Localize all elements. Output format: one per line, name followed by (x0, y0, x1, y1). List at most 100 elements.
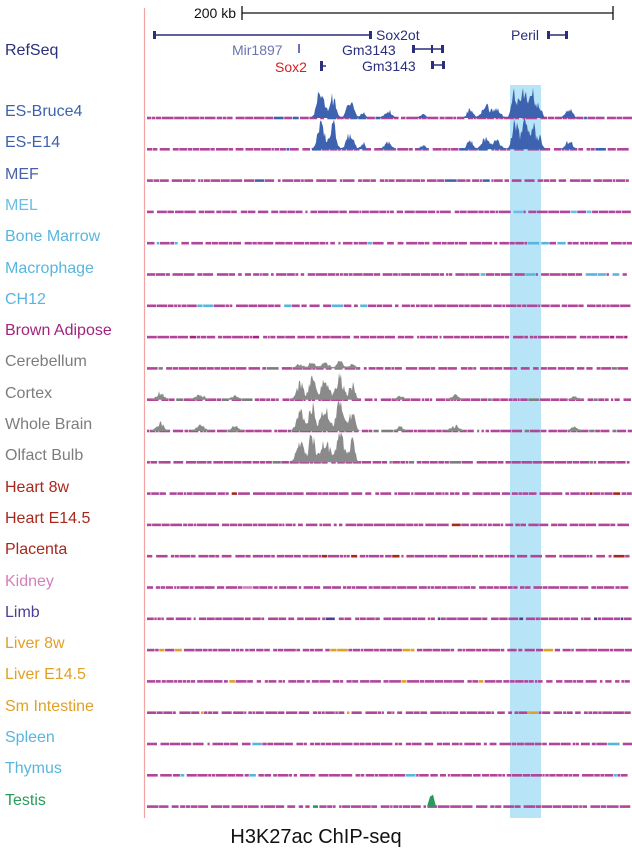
track-baseline-segment (534, 742, 542, 746)
track-baseline-segment (576, 367, 585, 370)
track-baseline-segment (393, 805, 399, 808)
track-baseline-segment (166, 617, 174, 621)
track-baseline-segment (370, 680, 381, 683)
track-label-cortex: Cortex (5, 384, 53, 402)
track-baseline-segment (194, 586, 204, 589)
track-baseline-segment (501, 492, 511, 495)
track-baseline-segment (606, 273, 609, 276)
track-baseline-segment (542, 774, 545, 777)
track-baseline-segment (584, 711, 588, 714)
track-baseline-segment (479, 367, 489, 370)
track-baseline-segment (445, 179, 457, 182)
gene-label-sox2: Sox2 (275, 59, 307, 75)
track-baseline-segment (503, 554, 510, 558)
track-label-bone-marrow: Bone Marrow (5, 228, 101, 246)
track-baseline-segment (608, 210, 615, 214)
track-label-mef: MEF (5, 165, 39, 183)
track-baseline-segment (384, 335, 395, 339)
track-baseline-segment (530, 774, 543, 777)
track-baseline-segment (528, 492, 537, 495)
track-baseline-segment (273, 648, 277, 652)
track-baseline-segment (417, 617, 426, 621)
track-baseline-segment (395, 523, 406, 527)
track-baseline-segment (160, 742, 170, 746)
track-baseline-segment (524, 241, 527, 245)
track-baseline-segment (314, 586, 321, 589)
track-baseline-segment (221, 554, 232, 558)
track-baseline-segment (254, 116, 265, 120)
track-baseline-segment (438, 461, 445, 464)
track-baseline-segment (359, 617, 366, 621)
track-baseline-segment (447, 586, 457, 589)
track-baseline-segment (318, 554, 321, 558)
track-baseline-segment (339, 680, 344, 683)
track-baseline-segment (230, 742, 238, 746)
track-baseline-segment (180, 805, 186, 808)
track-baseline-segment (478, 523, 483, 527)
track-baseline-segment (623, 116, 632, 120)
track-baseline-segment (254, 148, 261, 151)
track-baseline-segment (235, 148, 244, 151)
track-baseline-segment (206, 367, 214, 370)
track-baseline-segment (575, 648, 588, 652)
track-baseline-segment (426, 335, 432, 339)
track-baseline-segment (416, 774, 419, 777)
track-baseline-segment (472, 492, 483, 495)
track-baseline-segment (518, 711, 528, 714)
track-baseline-segment (198, 805, 209, 808)
track-baseline-segment (166, 680, 174, 683)
track-baseline-segment (198, 179, 201, 182)
track-baseline-segment (321, 554, 328, 558)
track-baseline-segment (391, 367, 395, 370)
track-baseline-segment (192, 148, 200, 151)
track-baseline-segment (264, 774, 272, 777)
track-baseline-segment (528, 210, 536, 214)
track-baseline-segment (244, 711, 247, 714)
track-baseline-segment (349, 210, 359, 214)
track-baseline-segment (374, 398, 377, 401)
track-baseline-segment (432, 241, 442, 245)
track-baseline-segment (360, 680, 370, 683)
track-baseline-segment (217, 429, 227, 433)
track-baseline-segment (157, 335, 170, 339)
track-baseline-segment (222, 617, 233, 621)
track-baseline-segment (598, 648, 610, 652)
track-baseline-segment (515, 241, 524, 245)
track-baseline-segment (467, 680, 472, 683)
track-baseline-segment (373, 429, 379, 433)
track-baseline-segment (481, 648, 488, 652)
track-baseline-segment (235, 367, 247, 370)
track-baseline-segment (361, 805, 371, 808)
track-baseline-segment (491, 711, 494, 714)
track-baseline-segment (171, 179, 183, 182)
track-baseline-segment (178, 367, 189, 370)
track-label-es-e14: ES-E14 (5, 134, 61, 152)
track-baseline-segment (443, 680, 453, 683)
track-baseline-segment (535, 805, 541, 808)
track-baseline-segment (309, 774, 316, 777)
track-baseline-segment (477, 429, 480, 433)
track-baseline-segment (299, 116, 309, 120)
track-baseline-segment (295, 273, 299, 276)
track-baseline-segment (591, 586, 597, 589)
track-baseline-segment (160, 586, 166, 589)
track-baseline-segment (472, 554, 478, 558)
track-baseline-segment (180, 742, 192, 746)
track-baseline-segment (353, 273, 363, 276)
track-baseline-segment (411, 617, 418, 621)
track-baseline-segment (468, 367, 473, 370)
track-baseline-segment (286, 492, 293, 495)
track-baseline-segment (322, 617, 326, 621)
signal-track-cortex (145, 372, 631, 401)
track-baseline-segment (178, 680, 183, 683)
track-baseline-segment (512, 429, 523, 433)
track-baseline-segment (330, 241, 335, 245)
track-baseline-segment (384, 367, 391, 370)
track-baseline-segment (405, 742, 412, 746)
track-baseline-segment (523, 774, 531, 777)
track-baseline-segment (541, 273, 549, 276)
track-baseline-segment (383, 617, 391, 621)
track-baseline-segment (609, 648, 614, 652)
track-baseline-segment (572, 774, 580, 777)
track-baseline-segment (511, 492, 518, 495)
